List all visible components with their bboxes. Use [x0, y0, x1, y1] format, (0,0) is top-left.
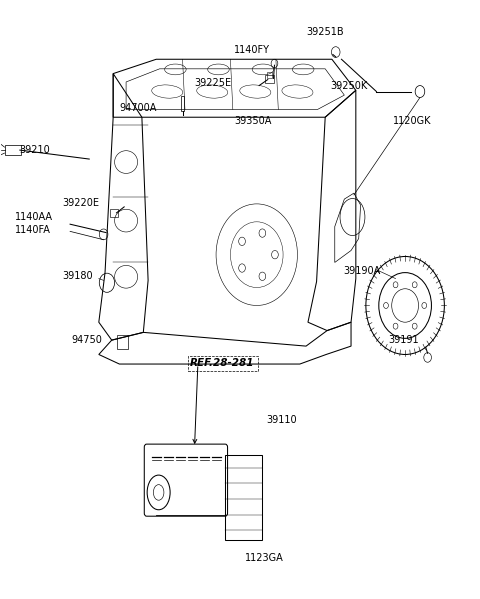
Bar	[4, 146, 21, 155]
Bar	[267, 72, 272, 78]
Bar	[117, 335, 128, 349]
Text: 39190A: 39190A	[343, 266, 380, 276]
Text: REF.28-281: REF.28-281	[190, 358, 254, 368]
Text: 39225E: 39225E	[194, 78, 232, 88]
Bar	[110, 209, 119, 217]
Text: 39251B: 39251B	[306, 27, 344, 37]
Text: 1140FA: 1140FA	[15, 225, 51, 235]
Text: 39110: 39110	[266, 415, 297, 425]
Text: 94700A: 94700A	[120, 103, 157, 113]
Text: 39180: 39180	[62, 271, 93, 280]
Text: 1123GA: 1123GA	[245, 553, 284, 562]
Bar	[265, 75, 274, 83]
Text: 1140FY: 1140FY	[234, 45, 270, 55]
Text: 39210: 39210	[19, 145, 49, 155]
Text: 1140AA: 1140AA	[15, 212, 53, 222]
Text: 1120GK: 1120GK	[393, 116, 432, 126]
Text: 94750: 94750	[72, 335, 102, 345]
Text: 39350A: 39350A	[234, 116, 272, 126]
Bar	[180, 96, 184, 111]
Text: 39250K: 39250K	[330, 80, 367, 90]
Bar	[188, 356, 258, 371]
Text: 39191: 39191	[388, 335, 419, 345]
Text: 39220E: 39220E	[62, 198, 99, 208]
Bar	[225, 455, 262, 540]
